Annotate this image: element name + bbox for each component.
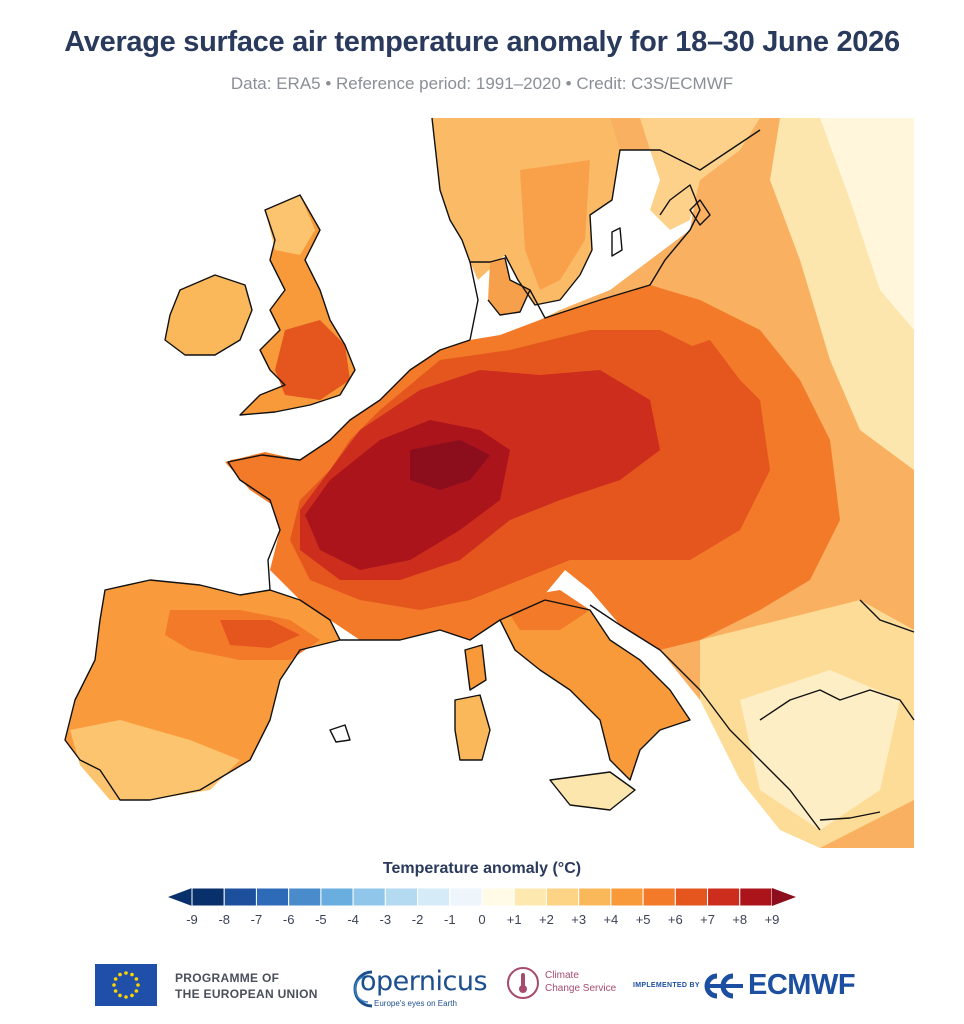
land-finland bbox=[640, 118, 760, 230]
ecmwf-wordmark: ECMWF bbox=[748, 969, 856, 1001]
footer-logos: PROGRAMME OF THE EUROPEAN UNION opernicu… bbox=[0, 958, 964, 1024]
land-sweden-core bbox=[520, 160, 590, 290]
eu-star-icon bbox=[124, 995, 128, 999]
legend-swatch bbox=[384, 887, 419, 907]
legend-swatch bbox=[513, 887, 547, 907]
land-sardinia bbox=[455, 695, 490, 760]
eu-star-icon bbox=[130, 972, 134, 977]
legend-tick-label: -5 bbox=[315, 912, 327, 927]
legend-tick-label: +2 bbox=[539, 912, 554, 927]
c3s-line1: Climate bbox=[545, 970, 579, 981]
eu-star-icon bbox=[124, 971, 128, 975]
legend-swatch bbox=[739, 887, 773, 907]
copernicus-tagline: Europe's eyes on Earth bbox=[374, 999, 457, 1008]
legend-tick-label: -1 bbox=[443, 912, 456, 927]
england-hot bbox=[275, 320, 350, 400]
copernicus-c-icon bbox=[353, 970, 373, 1008]
c3s-text: Climate Change Service bbox=[545, 969, 616, 995]
legend-swatch bbox=[578, 887, 612, 907]
heat-zone-9 bbox=[410, 440, 490, 490]
legend-swatch bbox=[288, 887, 322, 907]
legend-arrow-high bbox=[772, 888, 796, 906]
eu-star-icon bbox=[112, 983, 116, 987]
eu-star-icon bbox=[136, 983, 140, 987]
c3s-thermometer-icon bbox=[507, 967, 539, 999]
land-sicily bbox=[550, 772, 635, 810]
land-italy bbox=[500, 600, 690, 780]
legend-swatch bbox=[320, 887, 354, 907]
legend-title: Temperature anomaly (°C) bbox=[382, 860, 582, 877]
page-title: Average surface air temperature anomaly … bbox=[64, 26, 900, 58]
copernicus-wordmark: opernicus bbox=[360, 966, 488, 997]
eu-star-icon bbox=[118, 993, 122, 998]
land-denmark bbox=[488, 258, 530, 315]
legend-tick-label: -8 bbox=[218, 912, 230, 927]
legend-tick-label: -3 bbox=[379, 912, 392, 927]
legend-tick-label: -4 bbox=[347, 912, 359, 927]
legend-tick-label: +5 bbox=[635, 912, 651, 927]
eu-star-icon bbox=[130, 993, 134, 998]
ecmwf-logo-icon bbox=[704, 973, 743, 999]
legend-tick-label: +1 bbox=[506, 912, 522, 927]
iberia-south-pale bbox=[70, 720, 240, 800]
legend-tick-label: -6 bbox=[282, 912, 295, 927]
eu-text-line1: PROGRAMME OF bbox=[175, 971, 280, 985]
legend-swatch bbox=[707, 887, 741, 907]
land-corsica bbox=[465, 645, 486, 690]
land-far-east-pale bbox=[820, 118, 914, 330]
eu-star-icon bbox=[134, 989, 139, 993]
eu-programme-text: PROGRAMME OF THE EUROPEAN UNION bbox=[175, 970, 318, 1002]
legend-tick-label: +6 bbox=[667, 912, 683, 927]
legend-swatch bbox=[352, 887, 386, 907]
legend-swatch bbox=[255, 887, 290, 907]
legend-swatch bbox=[449, 887, 483, 907]
eu-star-icon bbox=[113, 977, 118, 981]
iberia-hotter bbox=[220, 620, 300, 648]
legend-swatch bbox=[674, 887, 709, 907]
legend-swatch bbox=[610, 887, 644, 907]
italy-north-hot bbox=[500, 590, 590, 630]
page-subtitle: Data: ERA5 • Reference period: 1991–2020… bbox=[230, 74, 734, 93]
eu-star-icon bbox=[134, 977, 139, 981]
legend-swatch bbox=[642, 887, 676, 907]
implemented-by-label: IMPLEMENTED BY bbox=[633, 982, 700, 989]
legend-tick-label: +4 bbox=[603, 912, 619, 927]
eu-star-icon bbox=[118, 972, 122, 977]
eu-flag-icon bbox=[95, 964, 157, 1006]
legend-tick-label: 0 bbox=[478, 912, 486, 927]
scotland-pale bbox=[265, 195, 315, 255]
eu-text-line2: THE EUROPEAN UNION bbox=[175, 987, 318, 1001]
coastlines bbox=[64, 117, 915, 831]
legend-tick-labels: -9 -8 -7 -6 -5 -4 -3 -2 -1 0 +1 +2 +3 +4 +5 +6 +7 +8 +9 bbox=[0, 912, 964, 932]
land-brittany bbox=[225, 452, 300, 510]
legend-tick-label: -9 bbox=[186, 912, 198, 927]
legend-arrow-low bbox=[168, 888, 192, 906]
legend-tick-label: +3 bbox=[571, 912, 587, 927]
legend-tick-label: +7 bbox=[700, 912, 715, 927]
legend-tick-label: +8 bbox=[732, 912, 748, 927]
heat-poland bbox=[650, 340, 740, 430]
c3s-line2: Change Service bbox=[545, 983, 617, 994]
legend-tick-label: -7 bbox=[250, 912, 263, 927]
legend-swatch bbox=[545, 887, 580, 907]
legend-swatch bbox=[223, 887, 257, 907]
legend-swatch bbox=[481, 887, 515, 907]
legend-swatch bbox=[191, 887, 225, 907]
legend-colorbar bbox=[168, 887, 796, 907]
land-ireland bbox=[165, 275, 252, 355]
eu-star-icon bbox=[113, 989, 118, 993]
land-greece bbox=[740, 670, 900, 830]
legend-swatch bbox=[417, 887, 451, 907]
legend-tick-label: -2 bbox=[411, 912, 424, 927]
legend-tick-label: +9 bbox=[764, 912, 780, 927]
